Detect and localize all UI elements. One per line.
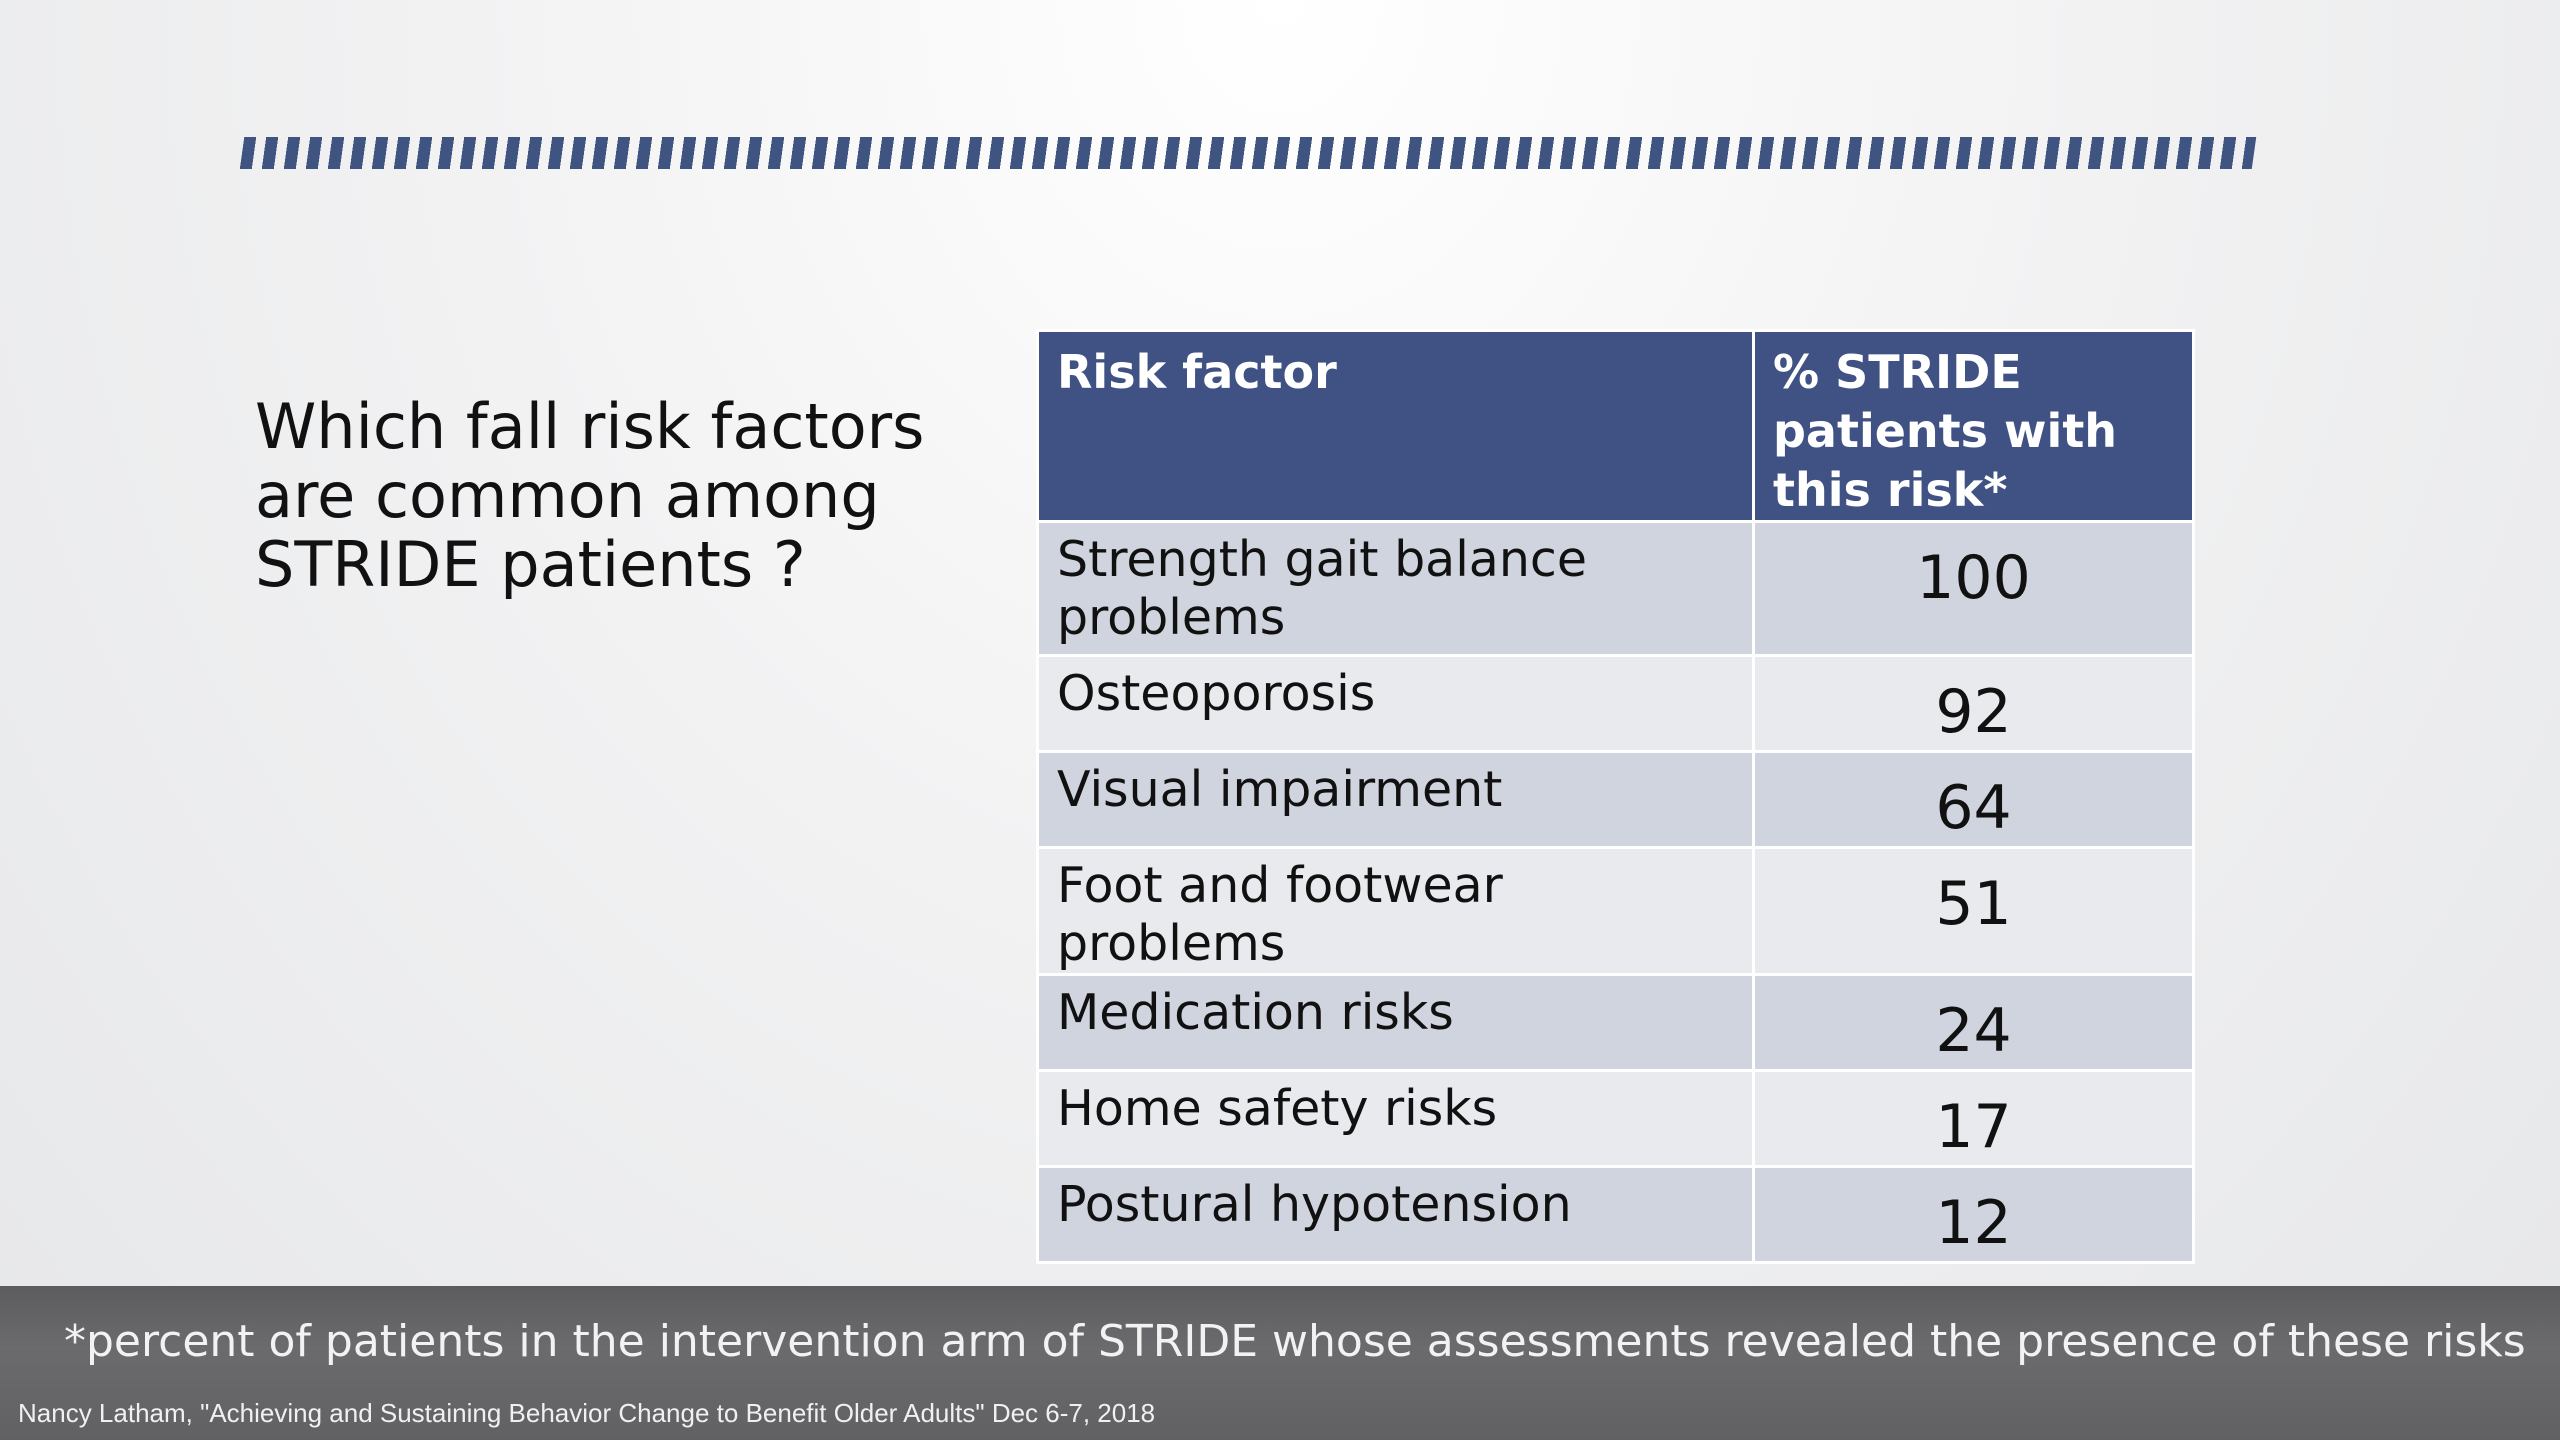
percent-cell: 12 bbox=[1752, 1165, 2195, 1264]
risk-factor-cell: Home safety risks bbox=[1036, 1069, 1755, 1168]
footer-band: *percent of patients in the intervention… bbox=[0, 1286, 2560, 1440]
header-risk-factor: Risk factor bbox=[1036, 329, 1755, 523]
header-percent: % STRIDE patients with this risk* bbox=[1752, 329, 2195, 523]
table-row: Osteoporosis 92 bbox=[1036, 654, 2195, 753]
table-row: Visual impairment 64 bbox=[1036, 750, 2195, 849]
risk-factor-cell: Medication risks bbox=[1036, 973, 1755, 1072]
risk-factor-cell: Visual impairment bbox=[1036, 750, 1755, 849]
percent-cell: 92 bbox=[1752, 654, 2195, 753]
table-header-row: Risk factor % STRIDE patients with this … bbox=[1036, 329, 2195, 523]
table-row: Foot and footwear problems 51 bbox=[1036, 846, 2195, 976]
risk-factor-cell: Osteoporosis bbox=[1036, 654, 1755, 753]
percent-cell: 64 bbox=[1752, 750, 2195, 849]
table-row: Home safety risks 17 bbox=[1036, 1069, 2195, 1168]
percent-cell: 17 bbox=[1752, 1069, 2195, 1168]
table-row: Medication risks 24 bbox=[1036, 973, 2195, 1072]
risk-factor-cell: Strength gait balance problems bbox=[1036, 520, 1755, 657]
slide-question: Which fall risk factors are common among… bbox=[255, 390, 925, 601]
percent-cell: 51 bbox=[1752, 846, 2195, 976]
risk-factor-cell: Postural hypotension bbox=[1036, 1165, 1755, 1264]
percent-cell: 100 bbox=[1752, 520, 2195, 657]
footnote: *percent of patients in the intervention… bbox=[64, 1316, 2526, 1367]
table-row: Strength gait balance problems 100 bbox=[1036, 520, 2195, 657]
risk-factor-cell: Foot and footwear problems bbox=[1036, 846, 1755, 976]
percent-cell: 24 bbox=[1752, 973, 2195, 1072]
citation: Nancy Latham, "Achieving and Sustaining … bbox=[18, 1398, 1156, 1428]
table-row: Postural hypotension 12 bbox=[1036, 1165, 2195, 1264]
risk-factor-table: Risk factor % STRIDE patients with this … bbox=[1036, 329, 2195, 1264]
decorative-stripe-bar bbox=[239, 137, 2257, 169]
